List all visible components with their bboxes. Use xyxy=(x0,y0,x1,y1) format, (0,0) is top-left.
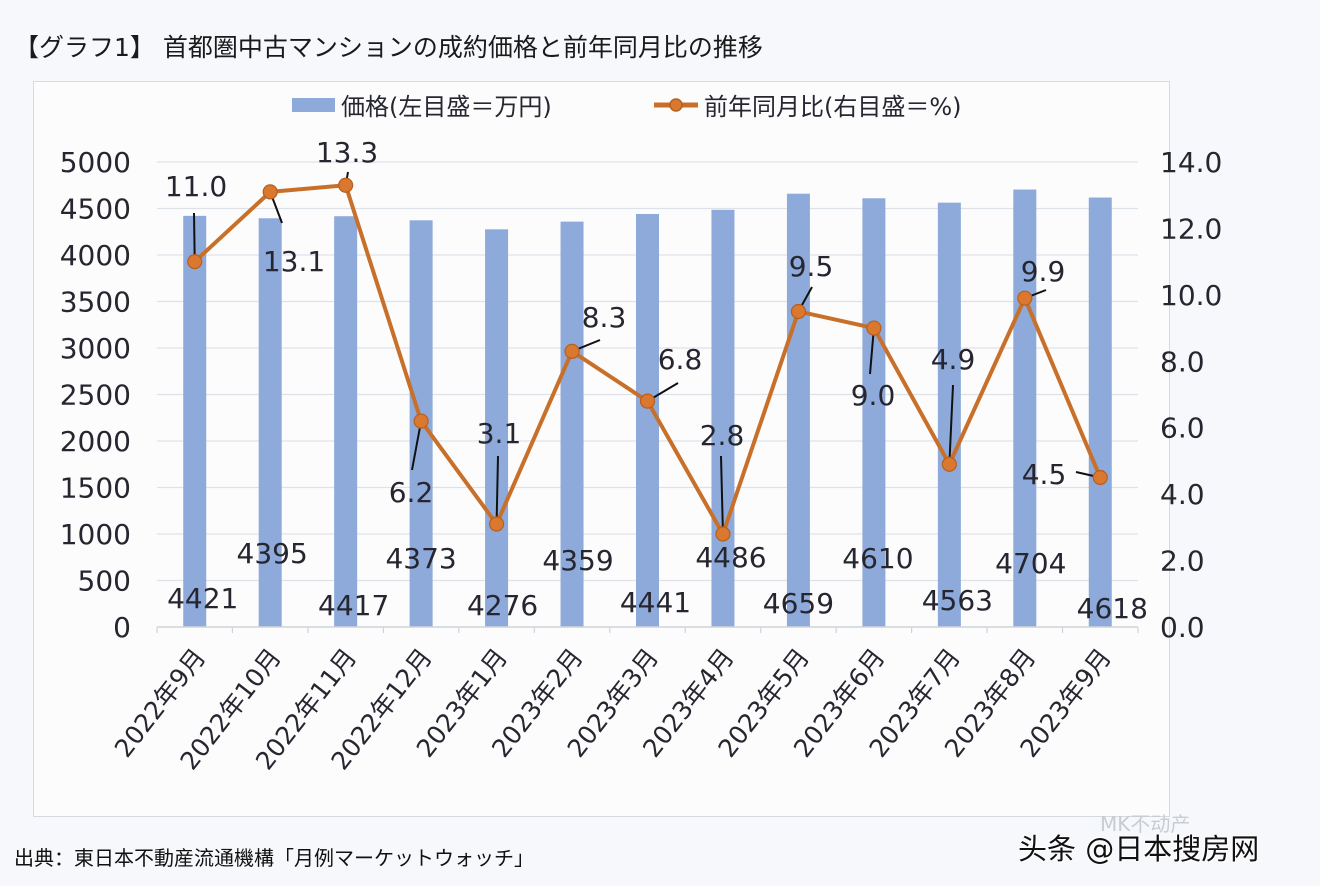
line-marker xyxy=(413,413,429,429)
legend-line-label: 前年同月比(右目盛＝%) xyxy=(704,93,962,121)
source-note: 出典：東日本不動産流通機構「月例マーケットウォッチ」 xyxy=(14,846,534,870)
bar xyxy=(560,221,584,627)
bar-data-label: 4395 xyxy=(237,537,308,570)
bar xyxy=(1088,197,1112,627)
line-marker xyxy=(639,393,656,409)
left-axis-tick-label: 1000 xyxy=(60,518,131,551)
leader-line xyxy=(948,384,954,465)
right-axis-tick-label: 12.0 xyxy=(1160,212,1222,245)
right-axis-tick-label: 0.0 xyxy=(1160,611,1205,644)
bar xyxy=(636,213,659,627)
legend: 価格(左目盛＝万円) 前年同月比(右目盛＝%) xyxy=(292,93,962,121)
bar-data-label: 4610 xyxy=(842,542,913,575)
bar xyxy=(183,215,207,628)
line-marker xyxy=(790,303,807,320)
line-marker xyxy=(338,177,354,193)
line-data-label: 11.0 xyxy=(165,170,227,203)
line-marker xyxy=(1017,290,1033,306)
line-data-label: 13.1 xyxy=(263,245,325,278)
left-axis-tick-label: 5000 xyxy=(60,146,131,179)
leader-line xyxy=(411,420,423,471)
bar-data-label: 4618 xyxy=(1077,592,1148,625)
watermark: 头条 @日本搜房网 xyxy=(1018,832,1260,866)
bar-data-label: 4417 xyxy=(318,589,389,622)
line-marker xyxy=(488,516,505,532)
line-marker xyxy=(564,343,580,359)
line-marker xyxy=(187,254,203,270)
line-marker xyxy=(941,456,957,472)
line-data-label: 2.8 xyxy=(700,419,745,452)
line-data-label: 4.5 xyxy=(1022,458,1067,491)
bar-data-label: 4421 xyxy=(167,582,238,615)
line-data-label: 6.8 xyxy=(658,343,703,376)
left-axis-tick-label: 0 xyxy=(113,611,131,644)
right-axis-ticks: 0.0 2.0 4.0 6.0 8.0 10.0 12.0 14.0 xyxy=(1160,146,1222,644)
legend-line-marker xyxy=(669,98,683,112)
left-axis-tick-label: 1500 xyxy=(60,472,131,505)
right-axis-tick-label: 14.0 xyxy=(1160,146,1222,179)
left-axis-tick-label: 4000 xyxy=(60,239,131,272)
leader-line xyxy=(720,455,724,535)
bar xyxy=(937,202,961,628)
bar xyxy=(334,216,358,627)
right-axis-tick-label: 10.0 xyxy=(1160,279,1222,312)
bar-data-label: 4659 xyxy=(763,587,834,620)
left-axis-tick-label: 3000 xyxy=(60,332,131,365)
bar-data-label: 4359 xyxy=(542,544,613,577)
line-data-label: 4.9 xyxy=(931,343,976,376)
left-axis-tick-label: 500 xyxy=(78,565,131,598)
bar-data-label: 4486 xyxy=(695,541,766,574)
legend-bar-swatch xyxy=(292,98,335,112)
line-marker xyxy=(866,320,882,336)
watermark-faint: MK不动产 xyxy=(1100,812,1191,836)
line-data-label: 3.1 xyxy=(477,417,522,450)
bar-data-label: 4441 xyxy=(620,586,691,619)
bar xyxy=(862,198,886,627)
leader-line xyxy=(193,212,196,262)
right-axis-tick-label: 8.0 xyxy=(1160,345,1205,378)
bar-data-label: 4704 xyxy=(995,547,1066,580)
legend-bar-label: 価格(左目盛＝万円) xyxy=(341,93,552,121)
right-axis-tick-label: 2.0 xyxy=(1160,545,1205,578)
leader-line xyxy=(869,327,875,375)
line-data-label: 8.3 xyxy=(582,301,627,334)
line-data-labels: 11.0 13.1 13.3 6.2 3.1 8.3 6.8 2.8 9.5 9.0 4.9 9.9 4… xyxy=(165,136,1066,509)
line-data-label: 9.0 xyxy=(851,379,896,412)
bar xyxy=(258,218,282,627)
line-data-label: 9.9 xyxy=(1021,255,1066,288)
left-axis-ticks: 0 500 1000 1500 2000 2500 3000 3500 4000 4500 5000 xyxy=(60,146,131,644)
right-axis-tick-label: 6.0 xyxy=(1160,412,1205,445)
line-data-label: 9.5 xyxy=(789,250,834,283)
left-axis-tick-label: 4500 xyxy=(60,193,131,226)
left-axis-tick-label: 2500 xyxy=(60,379,131,412)
chart-frame xyxy=(33,81,1170,817)
left-axis-tick-label: 2000 xyxy=(60,425,131,458)
leader-line xyxy=(495,455,499,525)
right-axis-tick-label: 4.0 xyxy=(1160,478,1205,511)
chart-title: 【グラフ1】 首都圏中古マンションの成約価格と前年同月比の推移 xyxy=(14,33,763,62)
x-axis: 2022年9月2022年10月2022年11月2022年12月2023年1月20… xyxy=(109,626,1139,775)
bar-data-label: 4563 xyxy=(922,584,993,617)
line-marker xyxy=(1092,469,1108,486)
line-data-label: 13.3 xyxy=(316,136,378,169)
bar-data-label: 4373 xyxy=(385,542,456,575)
line-marker xyxy=(262,184,278,200)
line-data-label: 6.2 xyxy=(389,476,434,509)
line-marker xyxy=(715,526,731,542)
bar-data-label: 4276 xyxy=(467,589,538,622)
line-series xyxy=(187,177,1108,542)
left-axis-tick-label: 3500 xyxy=(60,286,131,319)
